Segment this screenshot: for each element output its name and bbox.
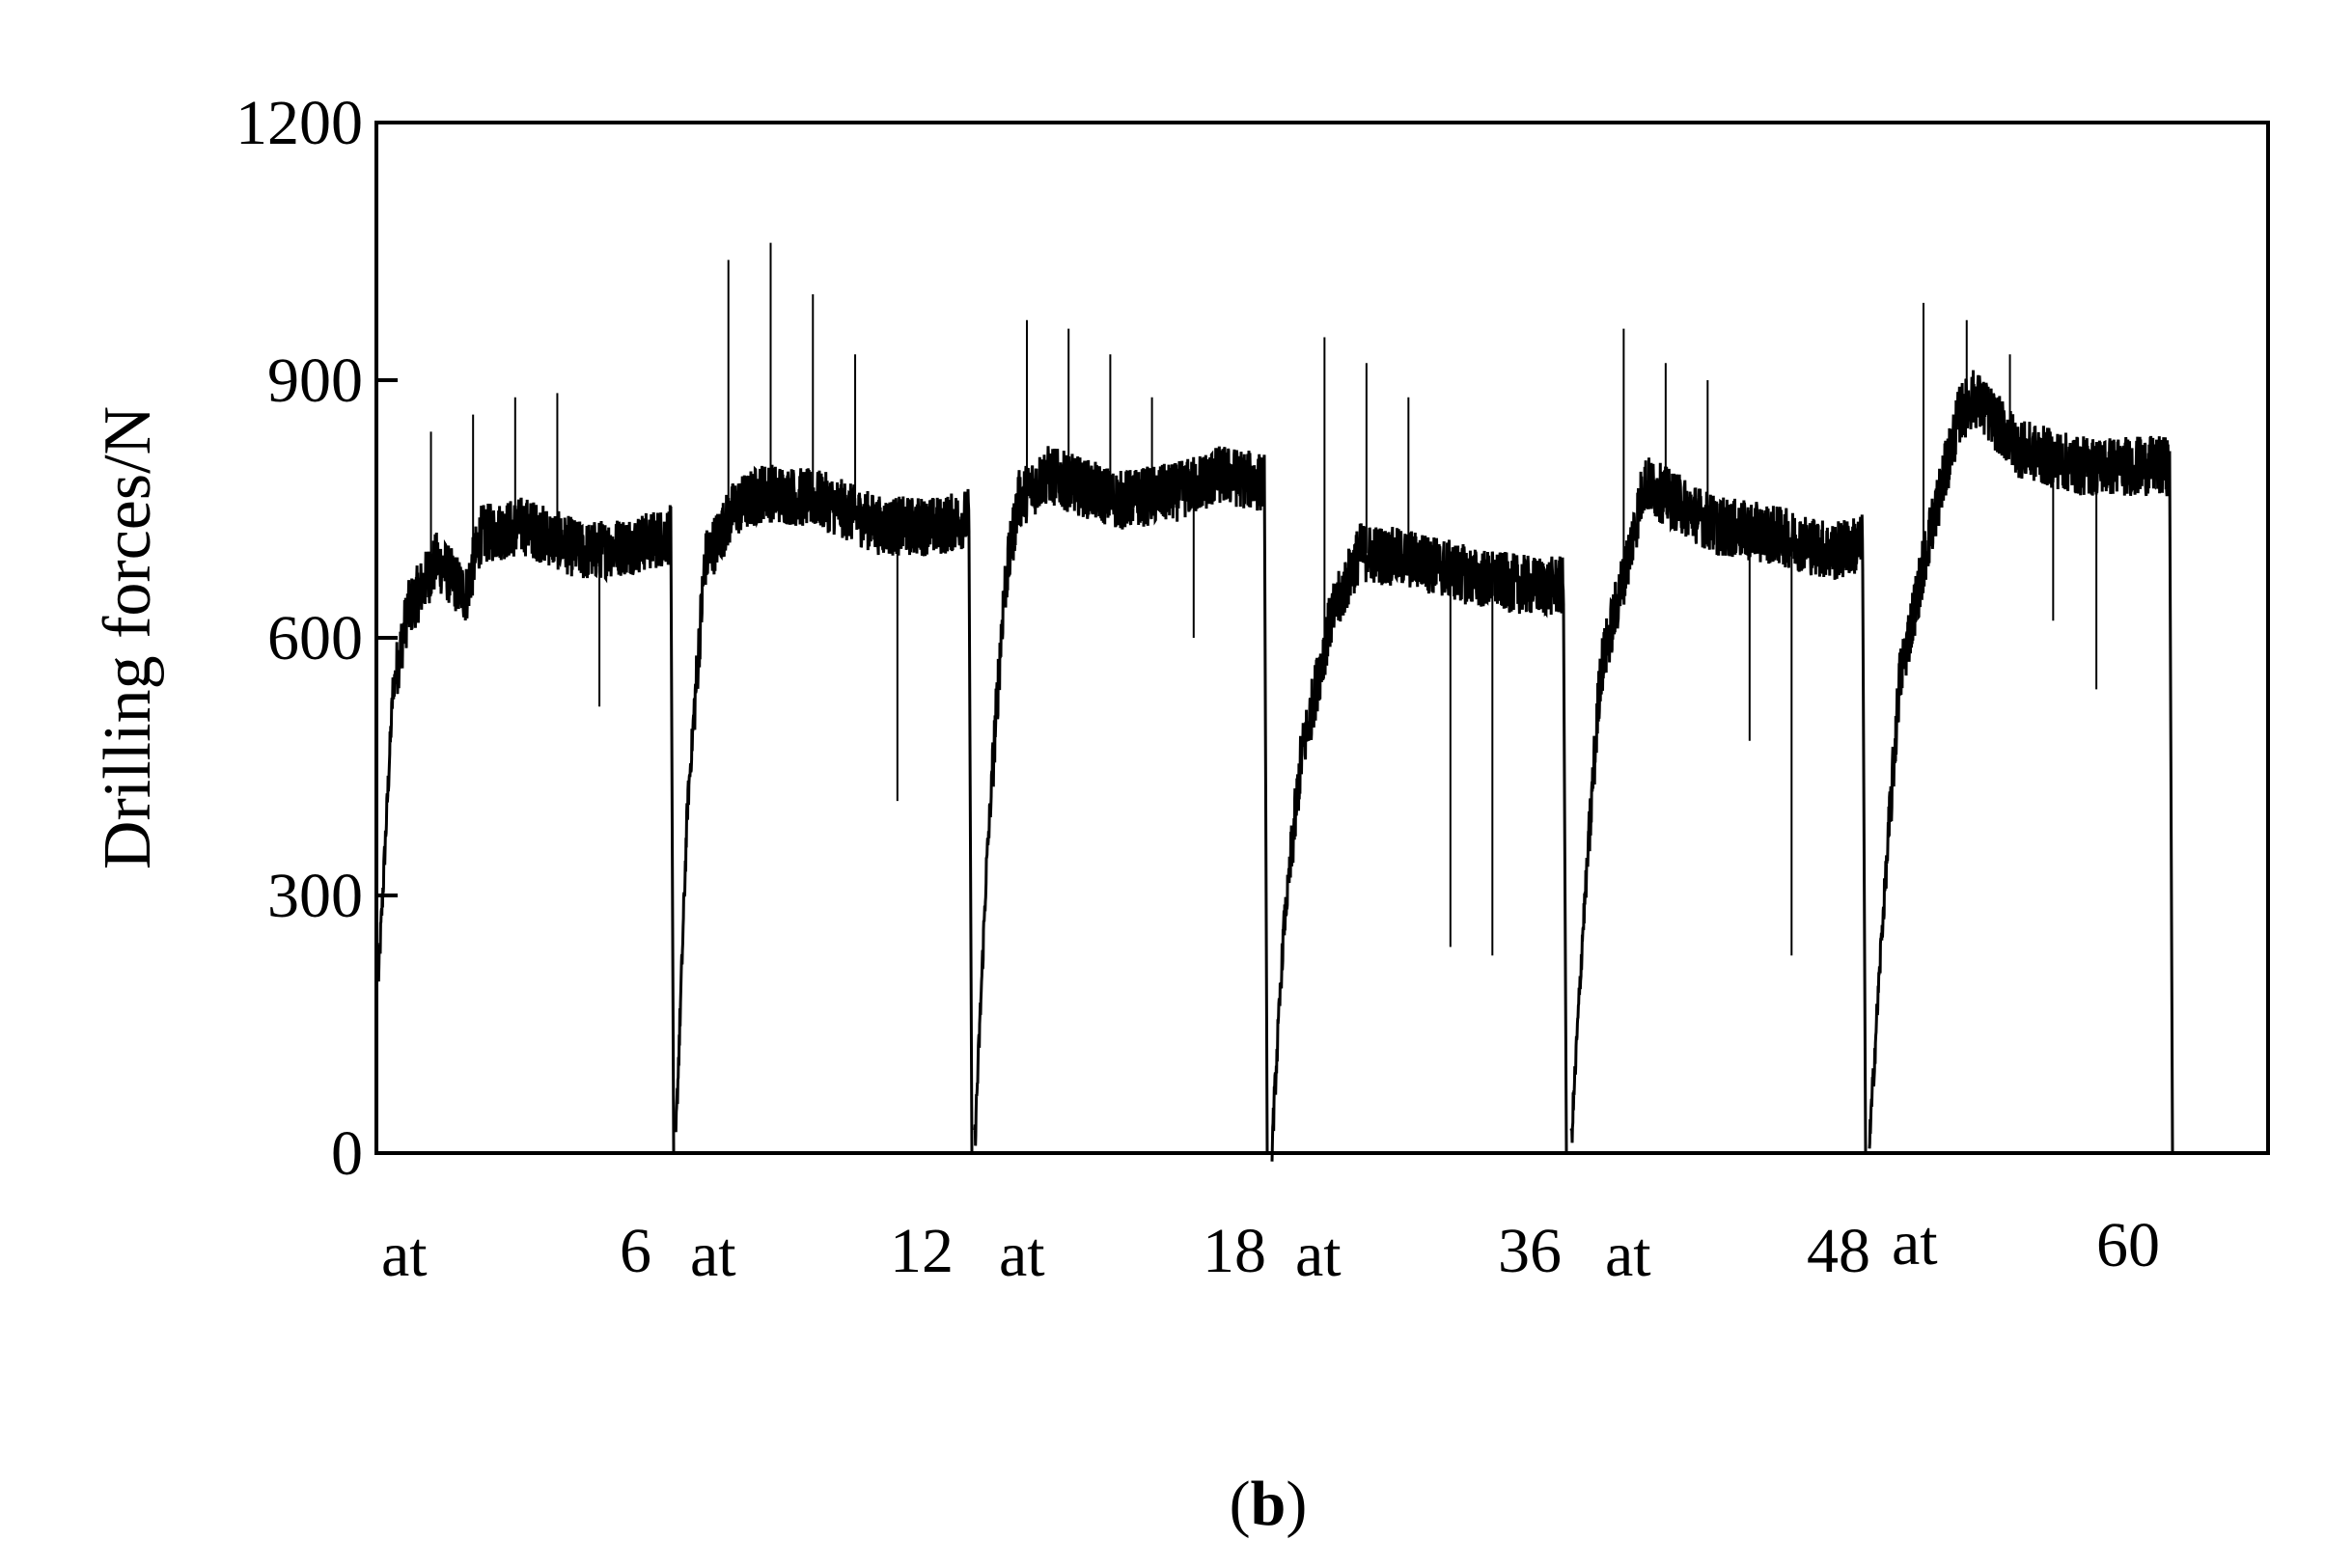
series-group	[376, 242, 2174, 1162]
segment-label-end: 6	[620, 1216, 651, 1286]
series-line-18	[973, 446, 1269, 1154]
panel-label-letter: b	[1251, 1469, 1287, 1539]
y-tick-label: 0	[331, 1118, 363, 1189]
segment-label-start: at	[690, 1220, 736, 1290]
segment-label-end: 60	[2096, 1210, 2160, 1280]
segment-label-start: at	[381, 1220, 428, 1290]
y-tick-label: 600	[267, 603, 363, 674]
y-tick-label: 300	[267, 861, 363, 931]
segment-label-end: 18	[1203, 1216, 1266, 1286]
series-line-48	[1569, 457, 1868, 1154]
segment-label-start: at	[999, 1220, 1045, 1290]
segment-label-end: 12	[890, 1216, 954, 1286]
segment-label-start: at	[1892, 1208, 1938, 1279]
segment-labels: at 6 at 12 at 18 at 36 at 48 at 60	[381, 1208, 2160, 1290]
series-line-36	[1270, 523, 1568, 1162]
y-axis-ticks: 0 300 600 900 1200	[235, 88, 398, 1189]
panel-label-open: (	[1230, 1469, 1251, 1539]
y-tick-label: 900	[267, 345, 363, 416]
panel-label-close: )	[1286, 1469, 1307, 1539]
y-axis-title: Drilling forces/N	[91, 406, 165, 869]
segment-label-start: at	[1605, 1220, 1651, 1290]
plot-frame	[374, 121, 2270, 1155]
segment-label-end: 36	[1498, 1216, 1562, 1286]
series-line-6	[376, 497, 676, 1154]
series-line-12	[674, 464, 974, 1154]
panel-label: (b)	[1230, 1469, 1308, 1539]
y-tick-label: 1200	[235, 88, 363, 158]
segment-label-start: at	[1295, 1220, 1342, 1290]
series-line-60	[1868, 370, 2174, 1154]
segment-label-end: 48	[1807, 1216, 1870, 1286]
